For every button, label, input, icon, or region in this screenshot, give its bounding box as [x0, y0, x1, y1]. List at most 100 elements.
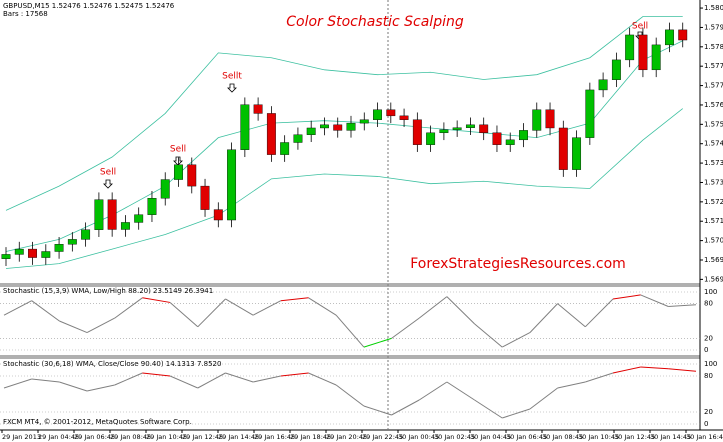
sell-arrow [227, 83, 237, 93]
candle-body [306, 127, 316, 135]
indicator-segment [584, 298, 614, 328]
indicator-segment [668, 304, 697, 307]
indicator-segment [59, 381, 88, 392]
candle-body [200, 185, 210, 210]
indicator-segment [529, 387, 558, 410]
indicator-segment [474, 399, 503, 419]
sell-arrow [173, 156, 183, 166]
y-tick-label: 1.57555 [704, 120, 723, 128]
candle-body [545, 109, 555, 129]
sell-arrow [103, 179, 113, 189]
indicator-segment [474, 323, 503, 348]
candle-body [465, 124, 475, 128]
indicator-segment [86, 317, 115, 334]
candle-body [572, 137, 582, 170]
candle-body [266, 113, 276, 155]
indicator-segment [253, 375, 281, 383]
candle-body [505, 139, 515, 145]
candle-body [1, 254, 11, 259]
indicator-segment [169, 375, 198, 389]
candle-body [479, 124, 489, 134]
time-label: 29 Jan 14:45 [218, 433, 259, 441]
indicator-segment [418, 296, 448, 319]
y-tick-label: 1.57955 [704, 23, 723, 31]
indicator-segment [612, 294, 641, 300]
indicator-segment [280, 297, 309, 302]
y-tick-label: 1.57075 [704, 237, 723, 245]
annotation: Sellt [222, 72, 242, 82]
indicator-segment [114, 372, 143, 386]
indicator-segment [3, 300, 32, 316]
candle-body [213, 209, 223, 221]
indicator-segment [3, 378, 32, 389]
candle-body [94, 199, 104, 230]
candle-body [439, 129, 449, 134]
candle-body [412, 119, 422, 145]
indicator-segment [640, 294, 669, 307]
y-tick-label: 1.58035 [704, 4, 723, 12]
time-label: 30 Jan 10:45 [578, 433, 619, 441]
indicator-segment [169, 302, 199, 328]
candle-body [346, 122, 356, 131]
annotation: Sell [170, 145, 186, 155]
indicator-segment [391, 399, 420, 416]
chart-title: Color Stochastic Scalping [286, 14, 464, 30]
y-tick-label: 1.57635 [704, 101, 723, 109]
indicator-segment [335, 314, 365, 348]
time-label: 29 Jan 04:45 [38, 433, 79, 441]
indicator-segment [31, 378, 60, 383]
time-label: 30 Jan 16:45 [686, 433, 723, 441]
annotation: Sell [632, 22, 648, 32]
time-label: 29 Jan 20:45 [326, 433, 367, 441]
panel-separator [0, 283, 700, 287]
time-label: 29 Jan 08:45 [110, 433, 151, 441]
time-label: 30 Jan 12:45 [614, 433, 655, 441]
y-tick-label: 1.57395 [704, 159, 723, 167]
y-tick-label: 20 [704, 334, 713, 342]
candle-body [253, 104, 263, 114]
y-tick-label: 0 [704, 346, 708, 354]
time-label: 30 Jan 06:45 [506, 433, 547, 441]
time-label: 29 Jan 16:45 [254, 433, 295, 441]
candle-body [134, 214, 144, 223]
time-label: 30 Jan 00:45 [398, 433, 439, 441]
candle-body [174, 164, 183, 180]
y-tick-label: 1.57315 [704, 178, 723, 186]
y-tick-label: 1.57715 [704, 82, 723, 90]
y-tick-label: 1.57475 [704, 140, 723, 148]
candle-body [532, 109, 542, 131]
time-label: 30 Jan 14:45 [650, 433, 691, 441]
indicator-segment [363, 337, 392, 348]
symbol-info: GBPUSD,M15 1.52476 1.52476 1.52475 1.524… [3, 2, 175, 10]
indicator-segment [225, 372, 254, 383]
watermark: ForexStrategiesResources.com [410, 256, 626, 272]
y-tick-label: 20 [704, 408, 713, 416]
annotation: Sell [100, 168, 116, 178]
indicator-segment [225, 298, 254, 316]
y-tick-label: 100 [704, 360, 717, 368]
candle-body [452, 127, 462, 130]
indicator-segment [640, 366, 669, 370]
time-label: 29 Jan 12:45 [182, 433, 223, 441]
indicator-segment [142, 297, 171, 303]
time-label: 30 Jan 02:45 [434, 433, 475, 441]
indicator-label: Stochastic (30,6,18) WMA, Close/Close 90… [3, 360, 221, 368]
time-label: 30 Jan 08:45 [542, 433, 583, 441]
candle-body [386, 109, 396, 117]
y-tick-label: 80 [704, 300, 713, 308]
candle-body [227, 149, 237, 221]
candle-body [519, 130, 528, 141]
indicator-segment [557, 381, 586, 389]
indicator-segment [252, 300, 282, 316]
band-line [5, 108, 683, 269]
candle-body [14, 248, 24, 255]
y-tick-label: 1.56995 [704, 256, 723, 264]
indicator-segment [446, 381, 475, 401]
indicator-segment [418, 381, 448, 401]
indicator-segment [197, 372, 226, 389]
candle-body [120, 222, 130, 230]
candle-body [41, 251, 51, 258]
y-tick-label: 1.57235 [704, 198, 723, 206]
time-label: 29 Jan 06:45 [74, 433, 115, 441]
candle-body [28, 248, 37, 258]
